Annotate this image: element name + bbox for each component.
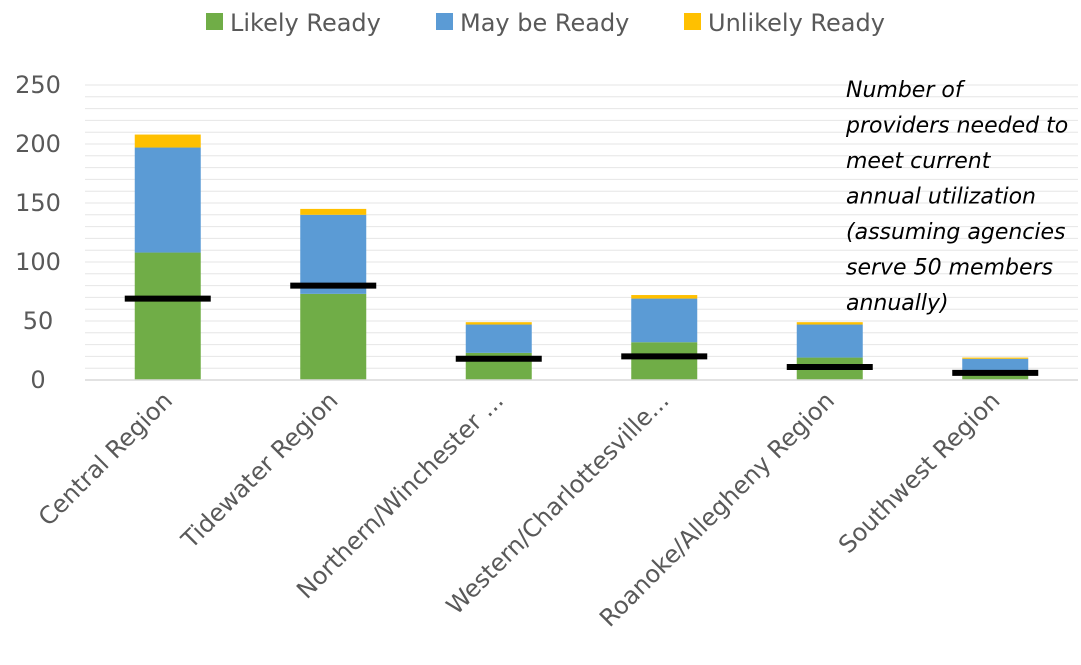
y-tick-label: 100 (15, 248, 61, 276)
annotation-text: Number of providers needed to meet current… (845, 78, 1068, 316)
annotation-line: (assuming agencies (846, 220, 1066, 245)
legend-label: Likely Ready (230, 9, 381, 37)
bar-segment-may-be-ready (300, 214, 367, 294)
bar-segment-may-be-ready (631, 298, 698, 343)
legend-swatch (684, 13, 701, 30)
legend-swatch (206, 13, 223, 30)
legend-swatch (436, 13, 453, 30)
bar-segment-unlikely-ready (796, 322, 863, 325)
bar-segment-likely-ready (962, 374, 1029, 380)
y-tick-label: 0 (30, 366, 45, 394)
y-axis-tick-labels: 0 50 100 150 200 250 (15, 71, 61, 394)
bar-segment-unlikely-ready (300, 208, 367, 215)
bar-segment-unlikely-ready (465, 322, 532, 325)
bar-segment-unlikely-ready (134, 134, 201, 148)
legend: Likely Ready May be Ready Unlikely Ready (206, 9, 885, 37)
y-tick-label: 150 (15, 189, 61, 217)
legend-label: Unlikely Ready (708, 9, 885, 37)
annotation-line: serve 50 members (846, 256, 1053, 281)
needed-provider-markers (124, 282, 1039, 376)
category-label: Tidewater Region (175, 386, 343, 554)
bars (134, 134, 1029, 380)
bar-segment-likely-ready (134, 252, 201, 380)
bar-segment-likely-ready (300, 293, 367, 380)
legend-label: May be Ready (460, 9, 629, 37)
annotation-line: annually) (846, 291, 949, 316)
category-label: Central Region (33, 386, 178, 531)
y-tick-label: 250 (15, 71, 61, 99)
bar-segment-may-be-ready (796, 324, 863, 358)
y-tick-label: 50 (23, 307, 54, 335)
bar-segment-unlikely-ready (631, 295, 698, 299)
bar-segment-may-be-ready (465, 324, 532, 353)
bar-segment-unlikely-ready (962, 357, 1029, 359)
annotation-line: Number of (846, 78, 966, 103)
annotation-line: annual utilization (846, 185, 1036, 210)
gridlines (85, 84, 1078, 369)
bar-segment-likely-ready (631, 342, 698, 380)
y-tick-label: 200 (15, 130, 61, 158)
annotation-line: providers needed to (845, 114, 1068, 139)
bar-segment-may-be-ready (134, 147, 201, 253)
category-label: Southwest Region (833, 386, 1005, 558)
annotation-line: meet current (846, 149, 992, 174)
